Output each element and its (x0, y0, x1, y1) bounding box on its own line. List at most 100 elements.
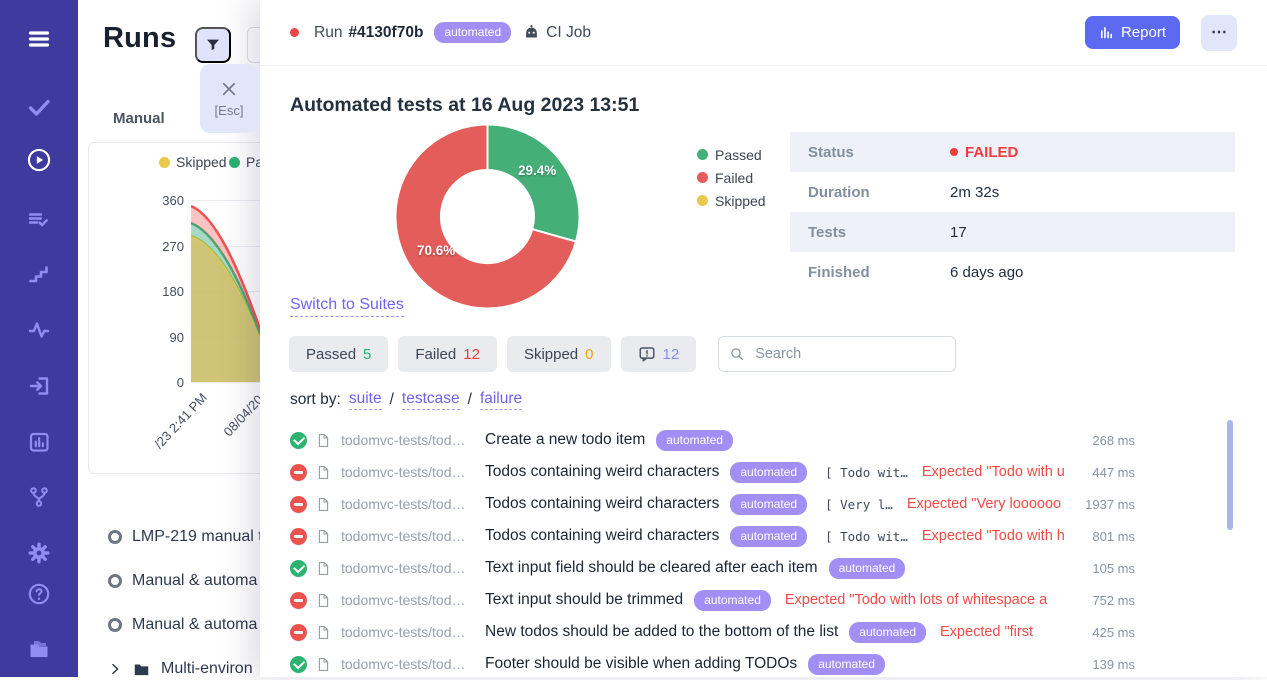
failed-dot (950, 148, 958, 156)
legend-label: Failed (715, 169, 754, 186)
test-name: Todos containing weird characters (485, 463, 720, 480)
test-row[interactable]: todomvc-tests/tod… Footer should be visi… (290, 648, 1135, 680)
automated-badge: automated (849, 621, 927, 643)
test-file: todomvc-tests/tod… (341, 656, 466, 672)
stat-label: Status (808, 143, 854, 161)
x-tick: /23 2:41 PM (151, 390, 210, 452)
test-row[interactable]: todomvc-tests/tod… Text input should be … (290, 584, 1135, 616)
list-scrollbar-thumb[interactable] (1227, 420, 1233, 530)
folder-icon (132, 661, 151, 678)
test-file: todomvc-tests/tod… (341, 528, 466, 544)
automated-badge: automated (730, 493, 808, 515)
hamburger-menu-icon[interactable] (26, 26, 52, 52)
report-chart-icon (1099, 25, 1114, 40)
tab-manual[interactable]: Manual (113, 110, 165, 127)
legend-label: Skipped (715, 192, 766, 209)
stat-value: 17 (950, 223, 967, 241)
stats-row-status: Status FAILED (790, 132, 1235, 172)
ci-job-label: CI Job (546, 23, 591, 41)
run-status-dot (290, 28, 299, 37)
run-list-label: Manual & automa (132, 572, 258, 589)
report-button[interactable]: Report (1084, 16, 1180, 49)
test-file: todomvc-tests/tod… (341, 496, 466, 512)
list-check-icon[interactable] (26, 206, 52, 232)
automated-badge: automated (694, 589, 771, 611)
activity-pulse-icon[interactable] (26, 317, 52, 343)
test-error: Expected "Todo with u (921, 464, 1065, 480)
tab-failed[interactable]: Failed 12 (398, 336, 497, 372)
test-duration: 268 ms (1092, 432, 1135, 448)
stats-row-finished: Finished 6 days ago (790, 252, 1235, 292)
test-duration: 447 ms (1092, 464, 1135, 480)
play-circle-icon-runs[interactable] (26, 147, 52, 173)
legend-item-skipped: Skipped (697, 189, 766, 212)
tab-count: 12 (463, 345, 480, 363)
search-input[interactable] (753, 345, 946, 363)
passed-legend-dot (229, 156, 240, 168)
stats-row-tests: Tests 17 (790, 212, 1235, 252)
settings-gear-icon[interactable] (26, 540, 52, 566)
comment-bubble-icon (638, 345, 656, 363)
legend-item-skipped[interactable]: Skipped (159, 154, 227, 170)
run-stats-table: Status FAILED Duration 2m 32s Tests 17 F… (790, 132, 1235, 292)
test-row[interactable]: todomvc-tests/tod… Todos containing weir… (290, 488, 1135, 520)
more-options-button[interactable]: ⋯ (1201, 14, 1237, 51)
close-icon (220, 80, 238, 98)
tab-comments[interactable]: 12 (620, 336, 697, 372)
run-list-item[interactable]: Manual & automa (108, 615, 272, 635)
tab-passed[interactable]: Passed 5 (289, 336, 389, 372)
sort-by-failure[interactable]: failure (479, 390, 523, 410)
test-param: [ Todo wit… (825, 528, 908, 544)
switch-to-suites-link[interactable]: Switch to Suites (290, 296, 404, 317)
test-name: Todos containing weird characters (485, 527, 720, 544)
test-file: todomvc-tests/tod… (341, 624, 466, 640)
test-results-list: todomvc-tests/tod… Create a new todo ite… (290, 424, 1135, 680)
test-duration: 1937 ms (1085, 496, 1135, 512)
report-label: Report (1120, 24, 1166, 41)
tab-label: Passed (306, 345, 357, 363)
steps-icon[interactable] (26, 261, 52, 287)
bar-chart-box-icon[interactable] (26, 429, 52, 455)
donut-slice-failed (395, 124, 578, 309)
file-icon (316, 656, 331, 673)
run-label: Run (314, 23, 343, 41)
run-list-label: Multi-environ (161, 660, 253, 677)
test-row[interactable]: todomvc-tests/tod… Todos containing weir… (290, 520, 1135, 552)
esc-hint: [Esc] (214, 102, 244, 118)
test-row[interactable]: todomvc-tests/tod… New todos should be a… (290, 616, 1135, 648)
search-box (718, 336, 957, 372)
sort-by-testcase[interactable]: testcase (401, 390, 460, 410)
folder-icon[interactable] (26, 636, 52, 662)
close-panel-button[interactable]: [Esc] (200, 64, 258, 133)
file-icon (316, 560, 331, 577)
test-row[interactable]: todomvc-tests/tod… Create a new todo ite… (290, 424, 1135, 456)
tab-label: Skipped (523, 345, 579, 363)
test-error: Expected "first (940, 624, 1034, 640)
sort-controls: sort by: suite / testcase / failure (290, 390, 523, 410)
check-icon[interactable] (26, 94, 52, 120)
page-title: Runs (103, 22, 177, 54)
test-row[interactable]: todomvc-tests/tod… Text input field shou… (290, 552, 1135, 584)
help-circle-icon[interactable] (26, 581, 52, 607)
chevron-right-icon[interactable] (108, 662, 122, 676)
run-list-item[interactable]: LMP-219 manual te (108, 527, 272, 547)
test-file: todomvc-tests/tod… (341, 432, 466, 448)
failed-legend-dot (697, 172, 708, 183)
test-name: Footer should be visible when adding TOD… (485, 655, 798, 672)
test-duration: 752 ms (1092, 592, 1135, 608)
sort-by-suite[interactable]: suite (348, 390, 382, 410)
sign-in-icon[interactable] (26, 373, 52, 399)
git-branch-icon[interactable] (26, 484, 52, 510)
legend-item-passed: Passed (697, 143, 766, 166)
test-status-icon (290, 591, 307, 609)
tab-skipped[interactable]: Skipped 0 (506, 336, 611, 372)
pie-chart-icon (108, 574, 122, 588)
sort-label: sort by: (290, 391, 341, 408)
run-list-item[interactable]: Manual & automa (108, 571, 272, 591)
automated-badge: automated (828, 557, 906, 579)
run-group-item[interactable]: Multi-environ (108, 659, 272, 677)
filter-button[interactable] (195, 27, 231, 63)
test-status-icon (290, 623, 307, 641)
y-tick: 270 (162, 239, 184, 254)
test-row[interactable]: todomvc-tests/tod… Todos containing weir… (290, 456, 1135, 488)
